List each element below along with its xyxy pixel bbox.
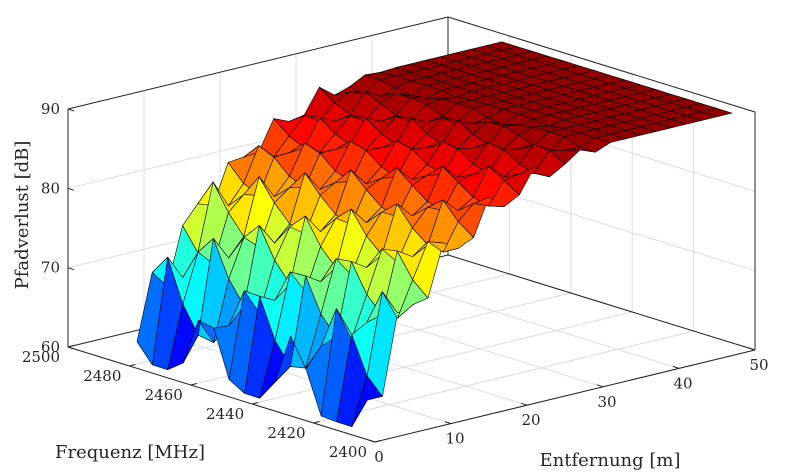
z-tick-label: 90 — [41, 100, 60, 118]
x-tick-mark — [748, 347, 756, 351]
y-tick-mark — [374, 440, 382, 443]
z-tick-mark — [67, 187, 75, 191]
z-tick-mark — [67, 346, 75, 350]
y-tick-label: 2460 — [145, 386, 183, 404]
x-axis-line — [374, 349, 756, 443]
x-tick-label: 0 — [374, 448, 384, 466]
x-tick-mark — [368, 439, 376, 443]
grid-line — [313, 330, 694, 424]
x-tick-label: 30 — [597, 393, 616, 411]
z-tick-label: 70 — [41, 259, 60, 277]
x-tick-mark — [444, 421, 452, 425]
x-tick-mark — [520, 402, 528, 406]
x-tick-label: 10 — [445, 430, 464, 448]
y-tick-label: 2440 — [206, 405, 244, 423]
y-tick-mark — [67, 345, 75, 348]
z-tick-mark — [67, 267, 75, 271]
x-tick-label: 40 — [673, 374, 692, 392]
y-tick-label: 2420 — [267, 424, 305, 442]
grid-line — [143, 328, 452, 425]
y-tick-mark — [313, 421, 320, 424]
y-tick-mark — [190, 383, 197, 386]
z-tick-label: 60 — [41, 338, 60, 356]
surface-layer — [136, 41, 733, 428]
z-tick-mark — [67, 108, 75, 112]
y-tick-label: 2500 — [22, 348, 60, 366]
x-tick-mark — [596, 384, 604, 388]
axes-box-front — [67, 346, 756, 443]
x-tick-label: 20 — [521, 411, 540, 429]
y-axis-label: Frequenz [MHz] — [55, 442, 205, 463]
axes-edge — [67, 16, 449, 110]
y-tick-mark — [129, 364, 136, 367]
axes-edge — [447, 254, 756, 351]
z-tick-label: 80 — [41, 179, 60, 197]
axes-edge — [447, 16, 756, 113]
z-axis-label: Pfadverlust [dB] — [12, 141, 33, 290]
y-tick-mark — [252, 402, 259, 405]
x-axis-label: Entfernung [m] — [539, 450, 680, 471]
y-tick-label: 2480 — [83, 367, 121, 385]
x-tick-label: 50 — [749, 356, 768, 374]
y-tick-label: 2400 — [329, 443, 367, 461]
x-tick-mark — [672, 365, 680, 369]
surface-patch — [701, 108, 733, 117]
y-axis-line — [67, 346, 376, 443]
